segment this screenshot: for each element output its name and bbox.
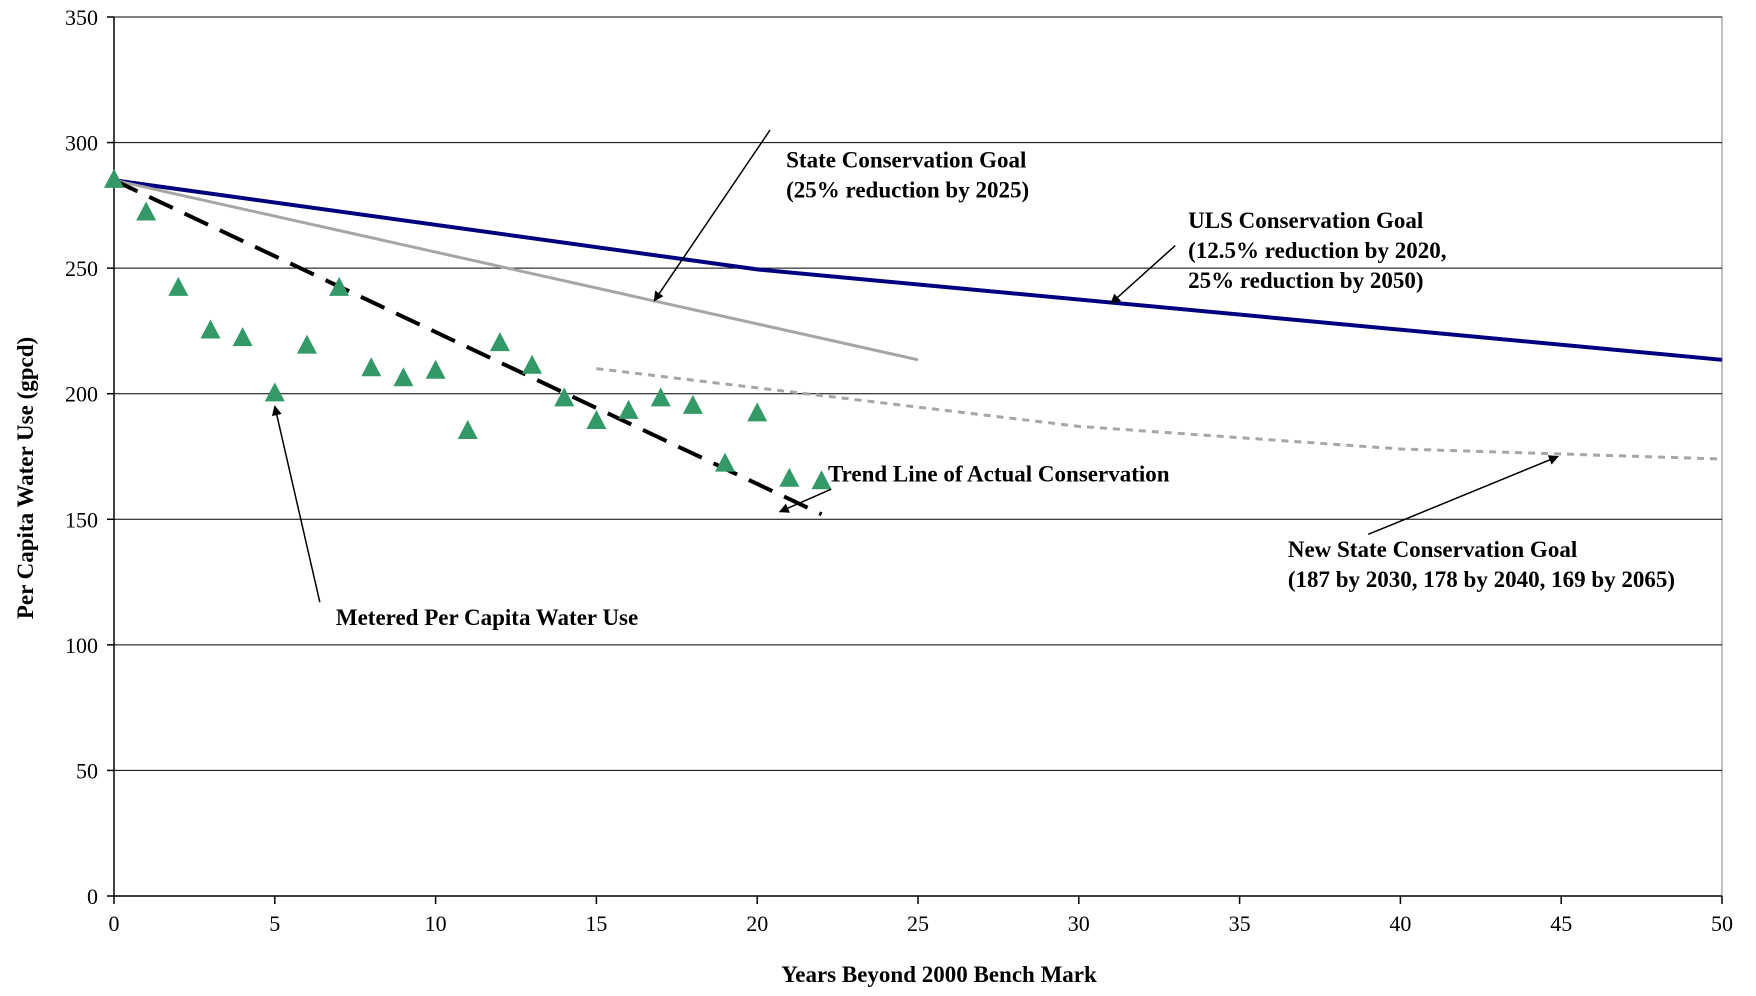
metered-data-point <box>329 276 350 296</box>
x-tick-label: 45 <box>1550 911 1572 936</box>
y-tick-label: 0 <box>87 884 98 909</box>
gridlines <box>114 16 1722 771</box>
x-tick-label: 30 <box>1068 911 1090 936</box>
annotation-text: (25% reduction by 2025) <box>786 178 1029 203</box>
metered-data-point <box>779 467 800 487</box>
metered-data-point <box>168 276 189 296</box>
metered-data-point <box>425 359 446 379</box>
x-tick-label: 0 <box>109 911 120 936</box>
annotation-text: (187 by 2030, 178 by 2040, 169 by 2065) <box>1288 567 1675 592</box>
uls-goal-line <box>113 178 1723 362</box>
annotations: State Conservation Goal (25% reduction by… <box>271 129 1675 630</box>
annotation-text: New State Conservation Goal <box>1288 537 1577 562</box>
trend-annotation: Trend Line of Actual Conservation <box>778 462 1170 513</box>
annotation-text: ULS Conservation Goal <box>1188 208 1423 233</box>
metered-data-point <box>715 452 736 472</box>
x-tick-label: 15 <box>585 911 607 936</box>
y-tick-label: 100 <box>65 633 98 658</box>
metered-data-point <box>264 382 285 402</box>
y-tick-label: 150 <box>65 507 98 532</box>
new-state-goal-annotation: New State Conservation Goal (187 by 2030,… <box>1288 455 1675 592</box>
metered-data-point <box>618 399 639 419</box>
series-layer <box>113 178 1723 517</box>
x-tick-label: 40 <box>1389 911 1411 936</box>
x-tick-label: 50 <box>1711 911 1733 936</box>
axes: 0 50 100 150 200 250 300 350 0 5 10 15 20 25 30 35 40 45 5… <box>65 5 1733 936</box>
metered-data-point <box>522 354 543 374</box>
x-tick-label: 25 <box>907 911 929 936</box>
y-tick-label: 350 <box>65 5 98 30</box>
x-tick-label: 5 <box>269 911 280 936</box>
x-axis-title: Years Beyond 2000 Bench Mark <box>781 962 1097 987</box>
metered-data-point <box>296 334 317 354</box>
annotation-arrow <box>1110 244 1176 304</box>
y-tick-label: 250 <box>65 256 98 281</box>
metered-data-point <box>682 394 703 414</box>
metered-data-point <box>489 332 510 352</box>
annotation-text: 25% reduction by 2050) <box>1188 268 1423 293</box>
annotation-text: State Conservation Goal <box>786 148 1026 173</box>
x-tick-label: 10 <box>425 911 447 936</box>
annotation-arrow <box>778 488 832 513</box>
x-tick-label: 20 <box>746 911 768 936</box>
uls-goal-annotation: ULS Conservation Goal (12.5% reduction by… <box>1110 208 1446 304</box>
trend-line <box>113 178 823 517</box>
annotation-text: Metered Per Capita Water Use <box>336 605 638 630</box>
y-axis-title: Per Capita Water Use (gpcd) <box>13 337 38 619</box>
data-points <box>104 168 832 490</box>
x-tick-label: 35 <box>1229 911 1251 936</box>
state-goal-annotation: State Conservation Goal (25% reduction by… <box>653 129 1029 302</box>
metered-data-point <box>554 387 575 407</box>
annotation-arrow <box>271 405 321 603</box>
metered-annotation: Metered Per Capita Water Use <box>271 405 638 630</box>
metered-data-point <box>361 357 382 377</box>
metered-data-point <box>200 319 221 339</box>
metered-data-point <box>457 419 478 439</box>
metered-data-point <box>232 327 253 347</box>
y-tick-label: 200 <box>65 382 98 407</box>
metered-data-point <box>811 470 832 490</box>
metered-data-point <box>393 367 414 387</box>
metered-data-point <box>650 387 671 407</box>
annotation-arrow <box>653 129 771 302</box>
metered-data-point <box>104 168 124 188</box>
new-state-goal-line <box>596 367 1723 461</box>
annotation-text: Trend Line of Actual Conservation <box>828 462 1170 487</box>
y-tick-label: 300 <box>65 131 98 156</box>
metered-data-point <box>586 409 607 429</box>
metered-data-point <box>747 402 768 422</box>
annotation-arrow <box>1367 455 1559 536</box>
annotation-text: (12.5% reduction by 2020, <box>1188 238 1446 263</box>
state-goal-line <box>113 178 919 362</box>
metered-data-point <box>136 201 157 221</box>
y-tick-label: 50 <box>76 758 98 783</box>
